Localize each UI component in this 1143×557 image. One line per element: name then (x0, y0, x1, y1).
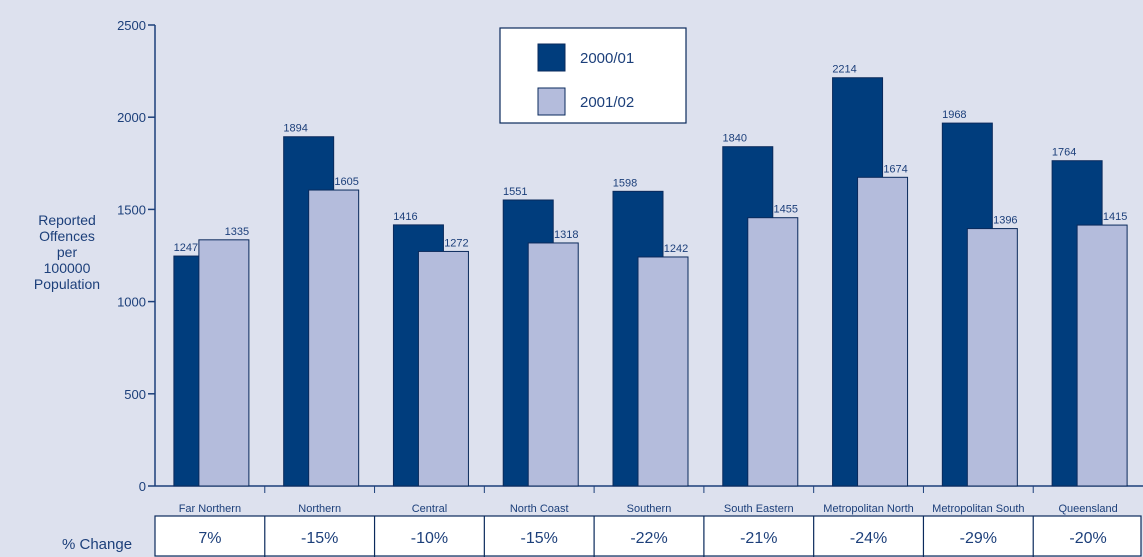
value-label-2001-02: 1455 (774, 204, 798, 216)
x-category-label: Southern (627, 503, 672, 515)
x-category-label: Queensland (1058, 503, 1117, 515)
y-axis-label-line: Population (33, 276, 101, 292)
bar-2001-02 (637, 256, 689, 487)
pct-change-table (154, 515, 1142, 557)
value-label-2000-01: 1551 (503, 186, 527, 198)
x-category-label: Metropolitan South (932, 503, 1024, 515)
value-label-2000-01: 1598 (613, 177, 637, 189)
x-category-label: North Coast (510, 503, 569, 515)
y-tick-label: 0 (139, 479, 146, 494)
x-category-label: Central (412, 503, 447, 515)
legend-label: 2000/01 (580, 50, 634, 67)
y-tick-label: 2500 (117, 18, 146, 33)
bar-2001-02 (198, 239, 250, 487)
value-label-2001-02: 1415 (1103, 211, 1127, 223)
pct-change-value: -15% (301, 530, 338, 547)
x-category-label: Northern (298, 503, 341, 515)
y-axis-label-line: Reported (38, 212, 96, 228)
pct-change-value: -20% (1069, 530, 1106, 547)
y-tick-label: 2000 (117, 110, 146, 125)
y-axis-label: Reported Offences per 100000 Population (18, 212, 116, 292)
y-axis-label-line: Offences (39, 228, 95, 244)
pct-change-value: -22% (630, 530, 667, 547)
value-label-2000-01: 1968 (942, 109, 966, 121)
value-label-2001-02: 1318 (554, 229, 578, 241)
bar-2001-02 (1076, 224, 1128, 487)
x-category-label: Far Northern (179, 503, 241, 515)
legend-swatch (537, 43, 566, 72)
legend-swatch (537, 87, 566, 116)
y-axis-label-line: 100000 (43, 260, 91, 276)
value-label-2001-02: 1335 (225, 226, 249, 238)
bar-2001-02 (966, 228, 1018, 487)
x-category-label: Metropolitan North (823, 503, 914, 515)
value-label-2000-01: 1894 (283, 123, 307, 135)
y-tick-label: 1500 (117, 202, 146, 217)
bar-2001-02 (527, 242, 579, 487)
pct-change-value: 7% (198, 530, 221, 547)
pct-change-value: -15% (521, 530, 558, 547)
y-tick-label: 500 (124, 387, 146, 402)
x-category-label: South Eastern (724, 503, 794, 515)
value-label-2001-02: 1605 (334, 176, 358, 188)
value-label-2001-02: 1242 (664, 243, 688, 255)
value-label-2000-01: 1247 (174, 242, 198, 254)
value-label-2000-01: 1416 (393, 211, 417, 223)
bar-2001-02 (747, 217, 799, 487)
value-label-2000-01: 1840 (723, 133, 747, 145)
value-label-2000-01: 1764 (1052, 147, 1076, 159)
pct-change-value: -10% (411, 530, 448, 547)
pct-change-row-label: % Change (62, 536, 133, 553)
value-label-2001-02: 1396 (993, 215, 1017, 227)
legend-box (499, 27, 687, 124)
bar-2001-02 (308, 189, 360, 487)
value-label-2001-02: 1674 (883, 163, 907, 175)
value-label-2001-02: 1272 (444, 237, 468, 249)
value-label-2000-01: 2214 (832, 64, 856, 76)
pct-change-value: -29% (960, 530, 997, 547)
pct-change-value: -21% (740, 530, 777, 547)
y-axis-label-line: per (56, 244, 78, 260)
y-tick-label: 1000 (117, 295, 146, 310)
pct-change-value: -24% (850, 530, 887, 547)
bar-2001-02 (857, 176, 909, 487)
bar-2001-02 (417, 250, 469, 487)
legend-label: 2001/02 (580, 94, 634, 111)
